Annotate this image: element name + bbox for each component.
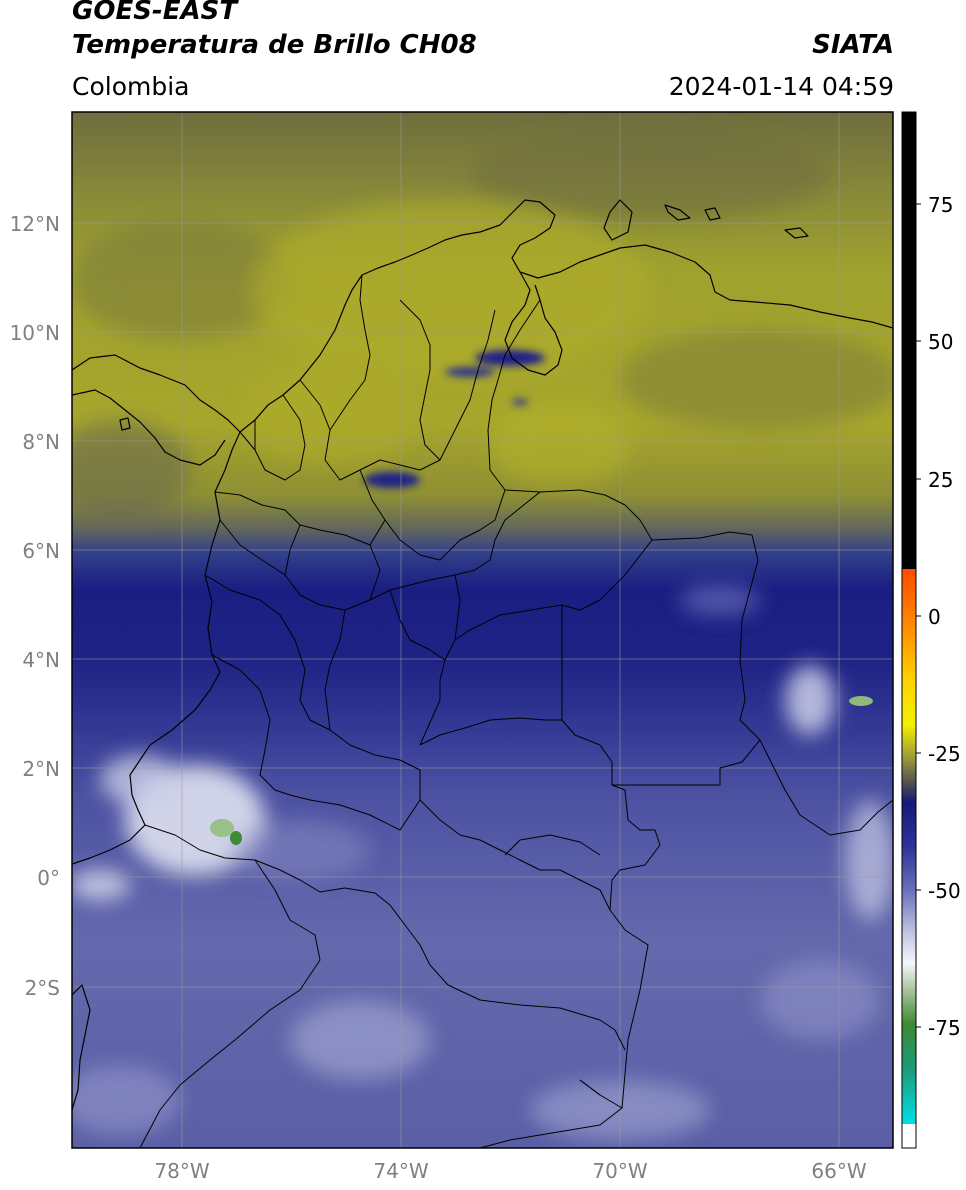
axis-labels: 12°N 10°N 8°N 6°N 4°N 2°N 0° 2°S 78°W 74… bbox=[10, 212, 867, 1183]
satellite-title: GOES-EAST bbox=[72, 0, 238, 26]
colorbar-tick-label: -75 bbox=[928, 1016, 961, 1040]
product-title: Temperatura de Brillo CH08 bbox=[72, 30, 477, 60]
colorbar: 75 50 25 0 -25 -50 -75 bbox=[901, 111, 961, 1149]
lat-label: 10°N bbox=[10, 321, 60, 345]
lat-label: 4°N bbox=[22, 648, 60, 672]
coastlines-borders bbox=[72, 199, 893, 1111]
colorbar-gradient-segment bbox=[902, 569, 916, 1124]
agency-label: SIATA bbox=[812, 30, 894, 60]
colorbar-black-segment bbox=[902, 112, 916, 569]
colorbar-tick-label: -50 bbox=[928, 879, 961, 903]
lat-label: 2°S bbox=[25, 976, 60, 1000]
colorbar-frame bbox=[901, 111, 917, 1149]
colorbar-white-segment bbox=[902, 1124, 916, 1148]
colorbar-tick-label: 75 bbox=[928, 193, 953, 217]
colorbar-tick-label: -25 bbox=[928, 742, 961, 766]
lat-label: 8°N bbox=[22, 430, 60, 454]
lon-label: 66°W bbox=[811, 1159, 866, 1183]
coldest-top-1 bbox=[210, 819, 234, 837]
olive-patches bbox=[72, 130, 893, 520]
graticule bbox=[72, 112, 893, 1148]
colorbar-tick-label: 25 bbox=[928, 468, 953, 492]
lat-label: 6°N bbox=[22, 539, 60, 563]
lat-label: 12°N bbox=[10, 212, 60, 236]
lon-label: 70°W bbox=[592, 1159, 647, 1183]
region-label: Colombia bbox=[72, 72, 190, 101]
lat-label: 2°N bbox=[22, 757, 60, 781]
admin-boundaries bbox=[139, 274, 893, 1148]
map-frame bbox=[71, 111, 894, 1149]
colorbar-tick-label: 0 bbox=[928, 605, 941, 629]
colorbar-tick-label: 50 bbox=[928, 330, 953, 354]
cold-spots-north bbox=[364, 350, 545, 488]
satellite-image bbox=[72, 112, 893, 1148]
yellow-patches bbox=[240, 200, 650, 485]
coldest-top-2 bbox=[230, 831, 242, 845]
colorbar-labels: 75 50 25 0 -25 -50 -75 bbox=[928, 193, 961, 1040]
lon-label: 78°W bbox=[154, 1159, 209, 1183]
datetime-label: 2024-01-14 04:59 bbox=[668, 72, 894, 101]
coldest-top-3 bbox=[849, 696, 873, 706]
lat-label: 0° bbox=[37, 866, 60, 890]
lon-label: 74°W bbox=[373, 1159, 428, 1183]
colorbar-ticks bbox=[916, 203, 921, 1028]
